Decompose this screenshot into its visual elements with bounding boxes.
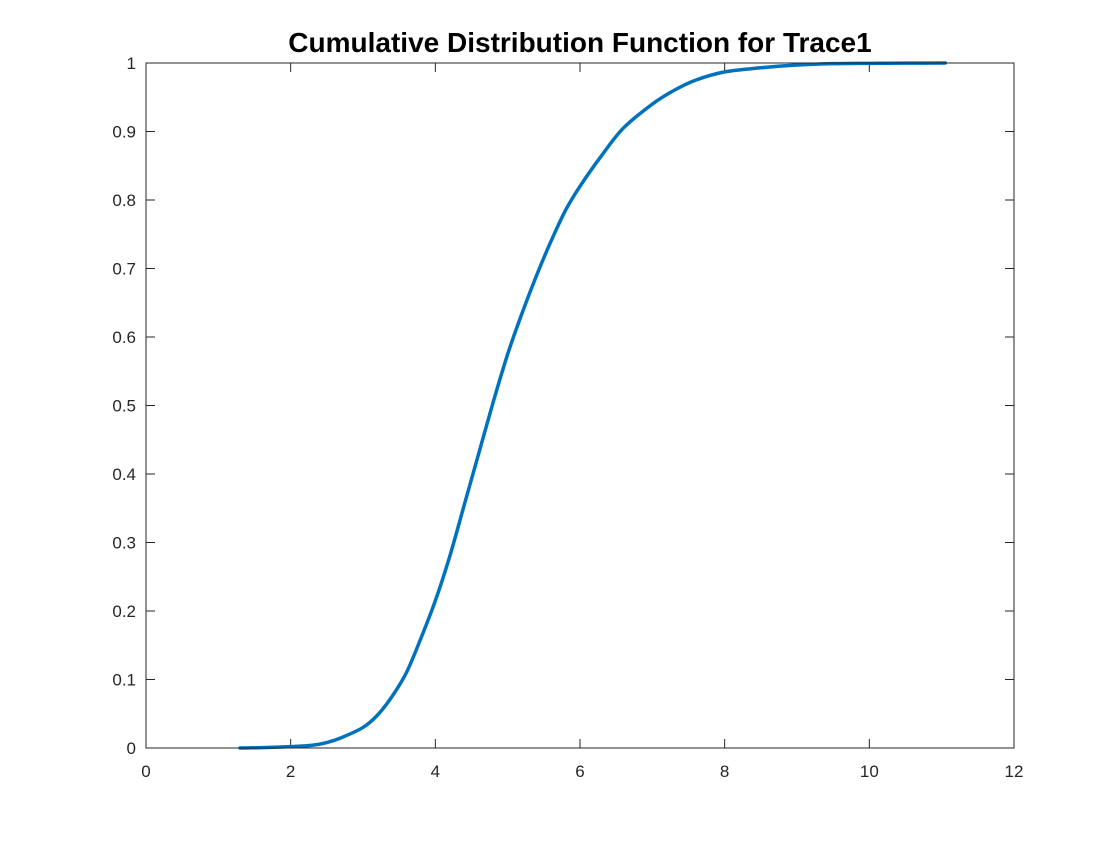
chart-title: Cumulative Distribution Function for Tra…: [288, 27, 871, 58]
y-tick-label: 0.4: [112, 465, 136, 484]
x-tick-label: 0: [141, 762, 150, 781]
cdf-series-line: [238, 61, 948, 750]
x-tick-label: 6: [575, 762, 584, 781]
plot-area: [146, 63, 1014, 748]
y-tick-label: 0.2: [112, 602, 136, 621]
y-tick-label: 0.7: [112, 260, 136, 279]
tick-labels: 0 2 4 6 8 10 12 0 0.1 0.2 0.3 0.4 0.5 0.6 0.7 0.8 0.9 1: [112, 54, 1023, 781]
x-tick-label: 10: [860, 762, 879, 781]
x-tick-label: 4: [431, 762, 440, 781]
plot-frame: [145, 62, 1015, 749]
y-tick-label: 1: [127, 54, 136, 73]
y-tick-label: 0.5: [112, 397, 136, 416]
x-tick-label: 12: [1005, 762, 1024, 781]
y-tick-label: 0.6: [112, 328, 136, 347]
y-tick-label: 0.8: [112, 191, 136, 210]
x-tick-label: 8: [720, 762, 729, 781]
y-tick-label: 0.9: [112, 123, 136, 142]
y-tick-label: 0: [127, 739, 136, 758]
y-tick-label: 0.1: [112, 671, 136, 690]
y-tick-label: 0.3: [112, 534, 136, 553]
x-tick-label: 2: [286, 762, 295, 781]
